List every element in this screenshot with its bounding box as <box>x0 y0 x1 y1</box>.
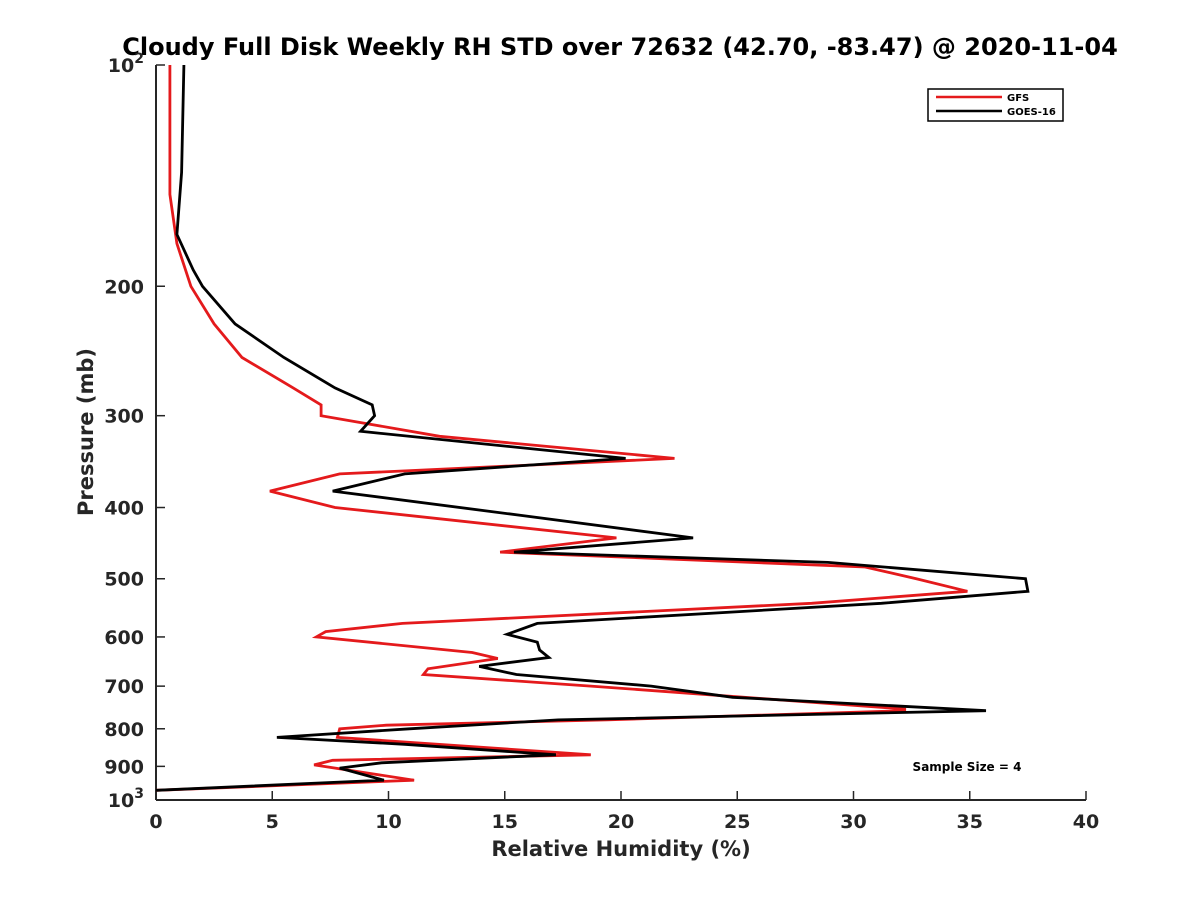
y-tick-label: 900 <box>104 756 144 778</box>
series-lines <box>155 64 1030 792</box>
legend-label-goes16: GOES-16 <box>1007 107 1056 118</box>
x-tick-label: 0 <box>149 811 162 833</box>
chart-legend: GFS GOES-16 <box>927 88 1064 122</box>
y-tick-label: 700 <box>104 676 144 698</box>
y-tick-label: 200 <box>104 276 144 298</box>
x-tick-label: 20 <box>608 811 634 833</box>
series-line-goes-16 <box>155 64 1030 792</box>
x-axis-ticks: 0 5 10 15 20 25 30 35 40 <box>149 791 1099 833</box>
legend-label-gfs: GFS <box>1007 93 1029 104</box>
x-tick-label: 40 <box>1073 811 1099 833</box>
y-tick-label: 500 <box>104 569 144 591</box>
y-axis-label: Pressure (mb) <box>74 348 98 516</box>
y-tick-label: 102 <box>108 51 144 77</box>
x-tick-label: 25 <box>724 811 750 833</box>
y-tick-label-exponent: 3 <box>134 786 144 802</box>
x-tick-label: 30 <box>840 811 866 833</box>
sample-size-annotation: Sample Size = 4 <box>913 760 1022 774</box>
y-tick-label-base: 10 <box>108 55 134 77</box>
plot-area <box>155 65 1086 801</box>
chart-title: Cloudy Full Disk Weekly RH STD over 7263… <box>122 33 1118 61</box>
legend-box <box>927 88 1064 122</box>
series-line-gfs <box>155 65 968 792</box>
y-tick-label-exponent: 2 <box>134 51 144 67</box>
y-tick-label: 300 <box>104 406 144 428</box>
y-tick-label-base: 10 <box>108 790 134 812</box>
x-tick-label: 5 <box>266 811 279 833</box>
y-tick-label: 400 <box>104 498 144 520</box>
x-axis-label: Relative Humidity (%) <box>491 837 750 861</box>
x-tick-label: 15 <box>492 811 518 833</box>
y-tick-label: 800 <box>104 719 144 741</box>
x-tick-label: 35 <box>957 811 983 833</box>
y-tick-label: 103 <box>108 786 144 812</box>
x-tick-label: 10 <box>375 811 401 833</box>
y-tick-label: 600 <box>104 627 144 649</box>
